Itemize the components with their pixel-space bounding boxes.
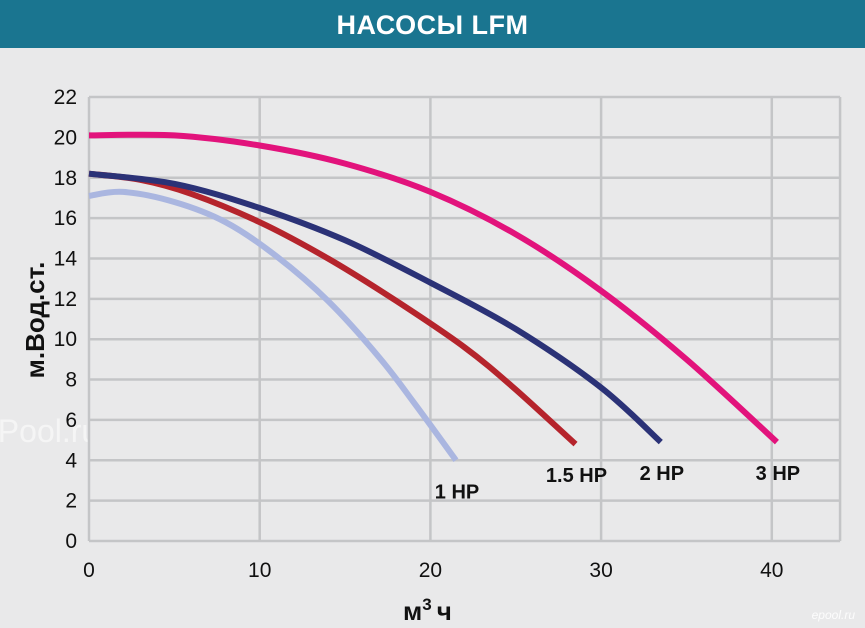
series-line-3-hp xyxy=(88,131,779,445)
y-axis-label: м.Вод.ст. xyxy=(20,262,50,379)
plot-background xyxy=(89,97,839,541)
y-tick-label: 20 xyxy=(54,126,77,149)
y-tick-label: 2 xyxy=(65,490,77,513)
y-tick-label: 4 xyxy=(65,449,77,472)
y-tick-label: 10 xyxy=(54,328,77,351)
series-label-1-hp: 1 HP xyxy=(435,481,479,503)
y-tick-label: 14 xyxy=(54,247,78,270)
x-tick-label: 40 xyxy=(760,559,783,582)
series-line-2-hp xyxy=(88,170,663,445)
title-bar: НАСОСЫ LFM xyxy=(0,0,865,48)
x-axis-label-main: м xyxy=(403,596,422,626)
y-tick-label: 12 xyxy=(54,288,77,311)
x-ticks: 0 10 20 30 40 xyxy=(83,559,783,582)
x-tick-label: 10 xyxy=(248,559,271,582)
x-tick-label: 0 xyxy=(83,559,95,582)
curves xyxy=(88,131,779,463)
x-axis-label-end: ч xyxy=(437,596,452,626)
y-tick-label: 22 xyxy=(54,86,77,109)
x-tick-label: 20 xyxy=(419,559,442,582)
y-tick-label: 6 xyxy=(65,409,77,432)
y-tick-label: 18 xyxy=(54,167,77,190)
series-label-1-5-hp: 1.5 HP xyxy=(546,465,607,487)
x-axis-label: м3 ч xyxy=(403,595,452,626)
series-line-1-hp xyxy=(88,188,459,463)
series-label-3-hp: 3 HP xyxy=(756,463,800,485)
series-label-2-hp: 2 HP xyxy=(640,463,684,485)
series-labels: 1 HP 1.5 HP 2 HP 3 HP xyxy=(435,463,800,503)
y-tick-label: 16 xyxy=(54,207,77,230)
page-title: НАСОСЫ LFM xyxy=(336,10,529,40)
x-axis-label-sup: 3 xyxy=(422,595,431,614)
y-tick-label: 8 xyxy=(65,369,77,392)
grid xyxy=(87,95,842,543)
corner-watermark: epool.ru xyxy=(811,608,855,622)
pump-curve-chart: 0 2 4 6 8 10 12 14 16 18 20 22 0 10 20 30 40 1 HP 1.5 HP… xyxy=(20,86,842,626)
y-tick-label: 0 xyxy=(65,530,77,553)
x-tick-label: 30 xyxy=(589,559,612,582)
y-ticks: 0 2 4 6 8 10 12 14 16 18 20 22 xyxy=(54,86,78,553)
